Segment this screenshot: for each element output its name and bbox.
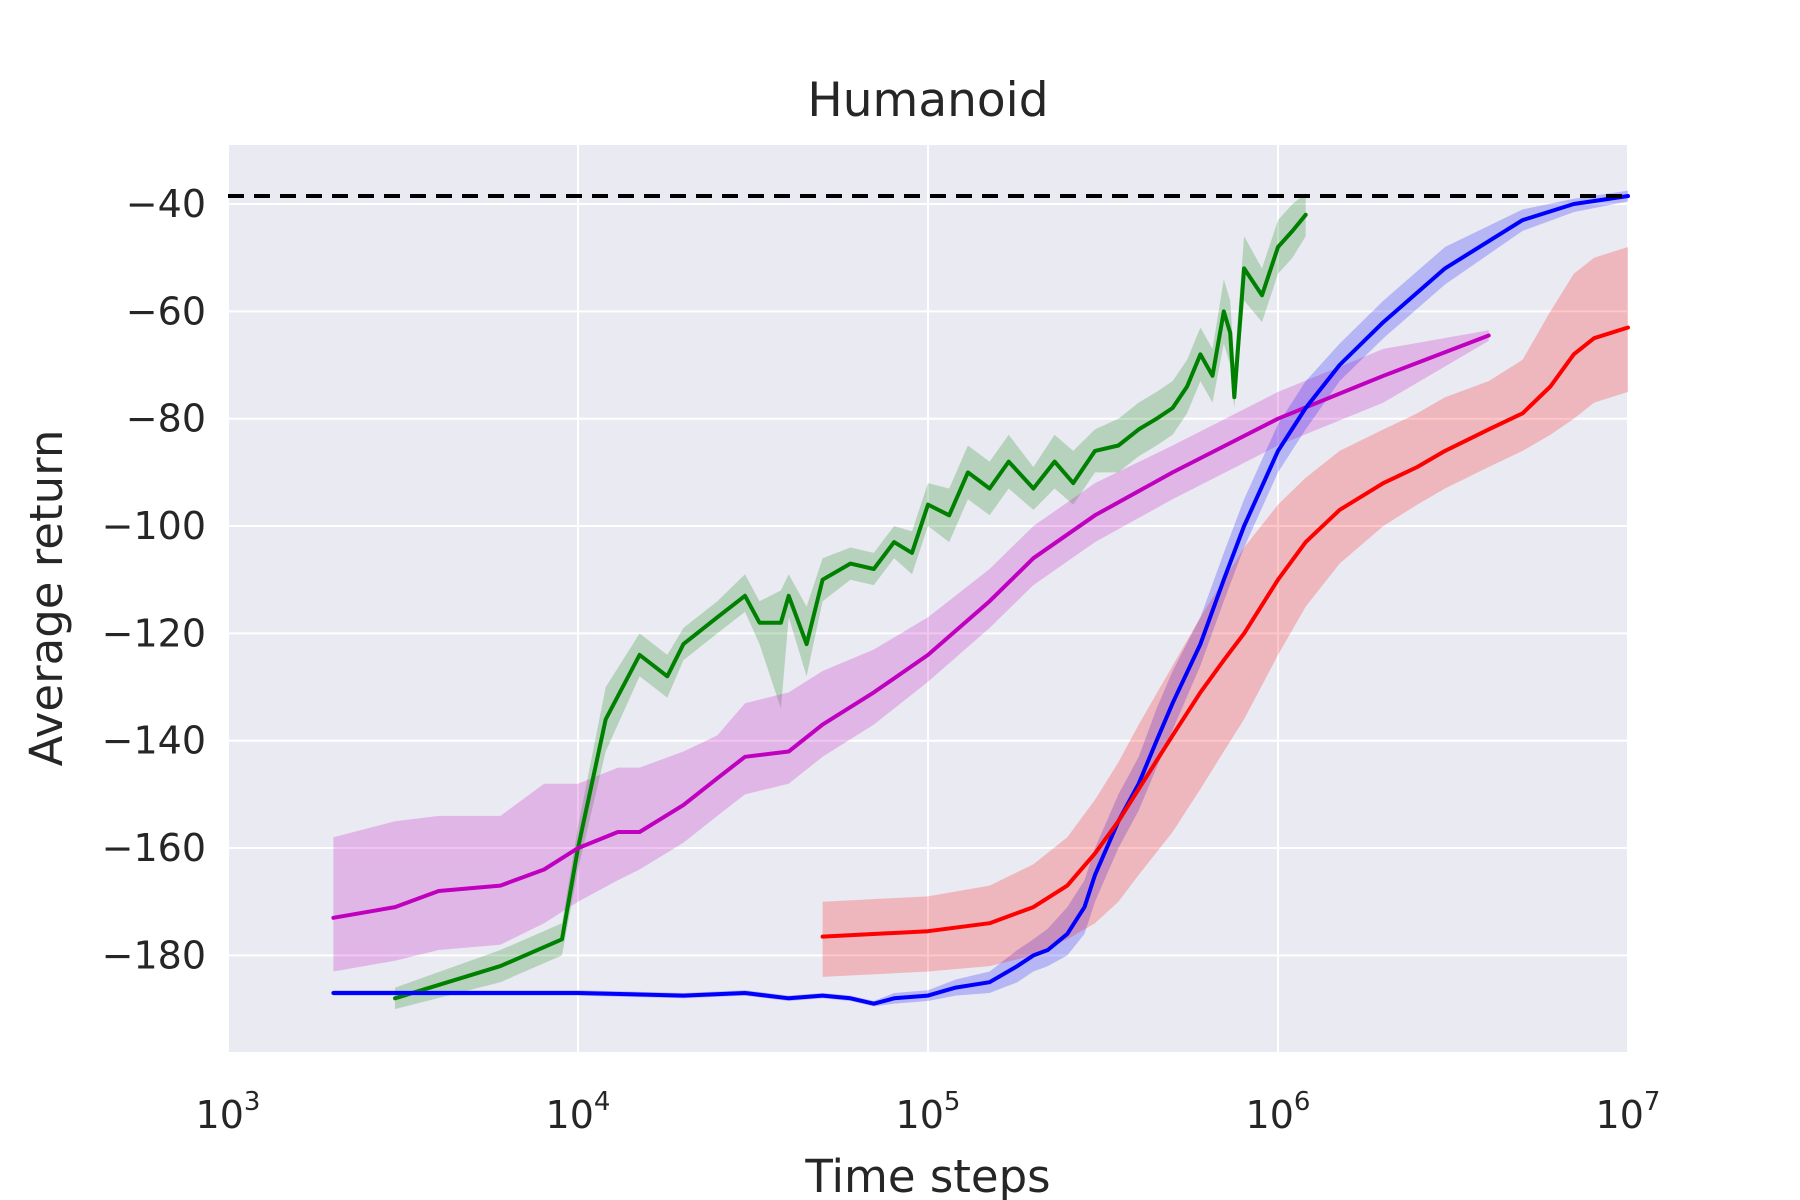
x-tick-labels: 103 104 105 106 107 [196,1087,1661,1137]
confidence-bands [333,190,1628,1010]
y-tick-label: −80 [126,397,206,441]
y-tick-label: −40 [126,182,206,226]
y-tick-label: −140 [102,719,206,763]
x-tick-label: 104 [546,1087,611,1137]
x-tick-label: 106 [1246,1087,1311,1137]
x-tick-label: 105 [896,1087,961,1137]
series-2-line [331,194,1630,1006]
series-lines [331,194,1630,1006]
x-tick-label: 107 [1596,1087,1661,1137]
series-2-band [333,190,1628,1007]
chart-title: Humanoid [807,73,1048,128]
y-tick-label: −100 [102,504,206,548]
y-tick-label: −180 [102,933,206,977]
y-tick-label: −60 [126,289,206,333]
x-tick-label: 103 [196,1087,261,1137]
series-1-line [331,333,1491,920]
y-tick-label: −120 [102,611,206,655]
series-3-band [822,247,1628,977]
y-tick-label: −160 [102,826,206,870]
x-axis-label: Time steps [804,1150,1050,1200]
series-0-line [393,212,1308,1001]
series-3-line [820,325,1630,939]
y-tick-labels: −40 −60 −80 −100 −120 −140 −160 −180 [102,182,206,977]
y-axis-label: Average return [20,430,73,767]
series-1-band [333,330,1489,972]
